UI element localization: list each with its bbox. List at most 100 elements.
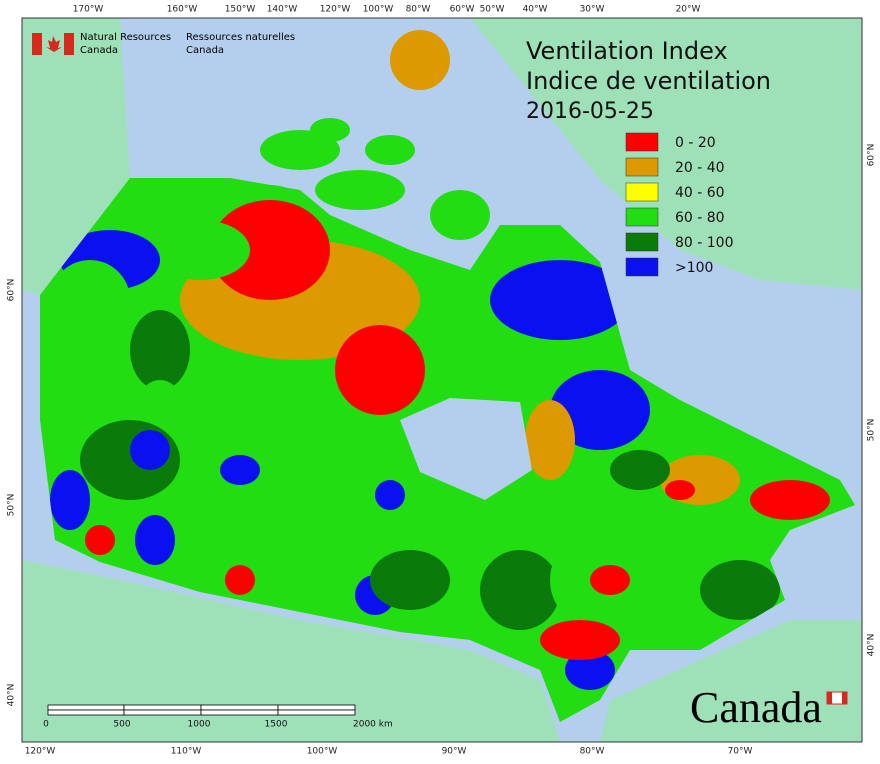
graticule-top: 60°W [450,5,475,15]
flag-bar [32,33,42,55]
scale-segment [47,704,125,711]
legend-label: 20 - 40 [675,160,725,176]
maple-leaf [46,36,62,52]
legend-swatch [625,257,659,277]
scale-label: 1000 [188,720,211,730]
zone [270,490,330,570]
legend-label: 40 - 60 [675,185,725,201]
scale-segment [123,704,202,711]
graticule-right: 50°N [867,419,877,442]
island [430,190,490,240]
usa [22,560,560,742]
graticule-top: 120°W [320,5,351,15]
zone [210,200,330,300]
map-frame [21,17,863,743]
graticule-labels: 170°W 160°W 150°W 140°W 120°W 100°W 80°W 60°W 50… [7,5,877,757]
legend-label: >100 [675,260,713,276]
scale-label: 0 [43,720,49,730]
usa-east [600,620,862,742]
zone [225,565,255,595]
zone [260,400,340,440]
legend-swatch [625,207,659,227]
zone [335,325,425,415]
agency-fr: Canada [186,45,224,56]
graticule-bottom: 80°W [580,747,605,757]
zone [540,620,620,660]
graticule-bottom: 70°W [728,747,753,757]
zone [565,650,615,690]
graticule-bottom: 110°W [171,747,202,757]
zone [140,380,180,420]
graticule-top: 20°W [676,5,701,15]
zone [130,310,190,390]
island [365,135,415,165]
zone [430,500,490,540]
graticule-top: 150°W [225,5,256,15]
graticule-right: 60°N [867,144,877,167]
zone [750,480,830,520]
zone [490,260,630,340]
agency-en: Natural Resources [80,32,171,43]
scale-segment [47,709,125,716]
scale-segment [123,709,202,716]
graticule-left: 60°N [7,279,17,302]
flag-bar [64,33,74,55]
scale-segment [200,704,279,711]
graticule-top: 30°W [580,5,605,15]
legend-swatch [625,157,659,177]
graticule-bottom: 100°W [307,747,338,757]
island [310,118,350,142]
scale-bar: 0 500 1000 1500 2000 km [43,704,393,730]
zone [370,550,450,610]
zone [220,455,260,485]
agency-en: Canada [80,45,118,56]
zone [700,560,780,620]
canada-wordmark: Canada [690,683,822,732]
graticule-top: 100°W [363,5,394,15]
flag-bar [827,692,832,704]
scale-label: 2000 km [353,720,393,730]
agency-logo: Natural Resources Canada Ressources natu… [32,32,295,56]
scale-segment [277,704,356,711]
zone [50,260,130,340]
zone [375,480,405,510]
agency-fr: Ressources naturelles [186,32,295,43]
legend-swatch [625,182,659,202]
zone [550,370,650,450]
legend-swatch [625,232,659,252]
map-area [22,18,862,742]
zone [590,565,630,595]
graticule-bottom: 120°W [25,747,56,757]
scale-label: 1500 [265,720,288,730]
zone [665,480,695,500]
graticule-top: 170°W [73,5,104,15]
graticule-right: 40°N [867,634,877,657]
flag-bar [842,692,847,704]
zone [610,450,670,490]
graticule-top: 80°W [406,5,431,15]
zone [130,430,170,470]
graticule-left: 50°N [7,494,17,517]
graticule-left: 40°N [7,684,17,707]
wordmark: Canada [690,683,848,732]
graticule-top: 160°W [167,5,198,15]
graticule-top: 40°W [523,5,548,15]
title-line: 2016-05-25 [526,99,654,124]
greenland [470,18,862,290]
alaska [22,18,130,295]
legend-label: 80 - 100 [675,235,734,251]
zone [480,550,560,630]
graticule-top: 50°W [480,5,505,15]
graticule-bottom: 90°W [442,747,467,757]
graticule-top: 140°W [267,5,298,15]
island [315,170,405,210]
zone [135,515,175,565]
zone [50,470,90,530]
scale-label: 500 [113,720,130,730]
scale-segment [277,709,356,716]
zone [85,525,115,555]
scale-segment [200,709,279,716]
